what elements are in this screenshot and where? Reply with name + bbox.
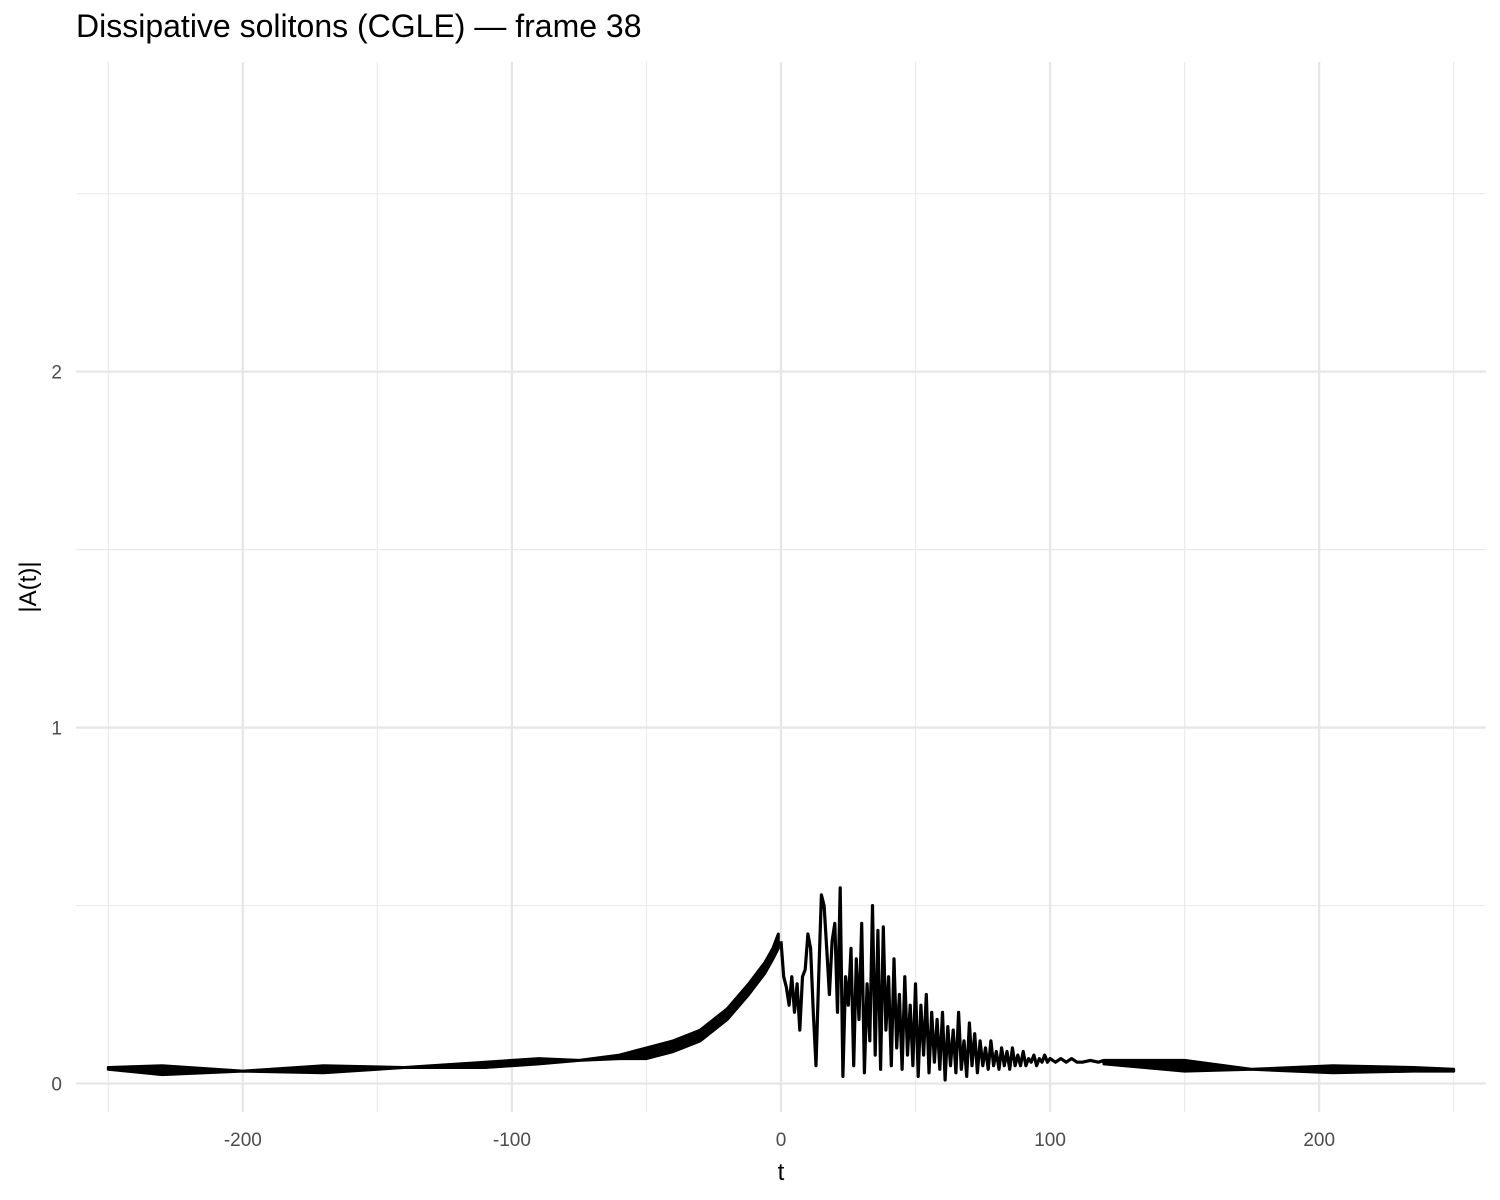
x-tick-labels: -200 -100 0 100 200 [224, 1130, 1335, 1151]
left-envelope-band [106, 932, 780, 1077]
x-tick-label: -200 [224, 1130, 262, 1151]
x-tick-label: 0 [776, 1130, 787, 1151]
y-tick-labels: 0 1 2 [51, 363, 62, 1096]
x-tick-label: 200 [1303, 1130, 1335, 1151]
y-tick-label: 0 [51, 1075, 62, 1096]
y-tick-label: 1 [51, 719, 62, 740]
chart-title: Dissipative solitons (CGLE) — frame 38 [76, 8, 642, 44]
x-tick-label: -100 [493, 1130, 531, 1151]
x-axis-title: t [778, 1159, 785, 1186]
oscillation-core-line [779, 886, 1105, 1082]
minor-gridlines [76, 62, 1486, 1112]
major-gridlines [76, 62, 1486, 1112]
y-tick-label: 2 [51, 363, 62, 384]
x-tick-label: 100 [1034, 1130, 1066, 1151]
y-axis-title: |A(t)| [15, 561, 42, 612]
series-group [106, 886, 1456, 1082]
right-envelope-band [1102, 1058, 1456, 1075]
